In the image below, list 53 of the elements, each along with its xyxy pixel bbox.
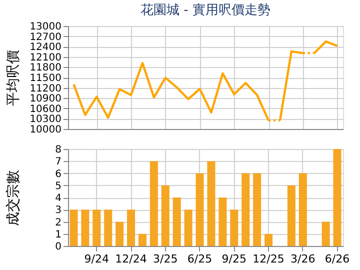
bar xyxy=(218,198,227,246)
y-tick-label: 10600 xyxy=(30,104,62,115)
y-tick-label: 12100 xyxy=(30,52,62,64)
bar xyxy=(150,161,158,246)
bar xyxy=(172,198,181,246)
bar xyxy=(207,161,216,246)
x-tick-label: 6/25 xyxy=(187,252,212,266)
bar xyxy=(242,173,250,246)
x-tick-label: 3/25 xyxy=(153,252,178,266)
y-tick-label: 11200 xyxy=(30,83,62,94)
y-tick-label: 6 xyxy=(55,168,62,180)
y-tick-label: 10900 xyxy=(30,94,62,105)
y-tick-label: 11800 xyxy=(30,62,62,74)
bar xyxy=(264,234,273,246)
x-tick-label: 12/24 xyxy=(115,252,147,266)
x-tick-label: 6/26 xyxy=(324,252,350,266)
x-tick-label: 9/25 xyxy=(222,252,246,266)
bar xyxy=(116,222,124,246)
bar xyxy=(92,210,101,246)
y-tick-label: 3 xyxy=(55,205,62,216)
y-tick-label: 7 xyxy=(55,156,62,168)
bar xyxy=(127,210,136,246)
x-tick-label: 9/24 xyxy=(84,252,109,266)
y-tick-label: 8 xyxy=(55,144,62,156)
bar xyxy=(230,210,238,246)
y-axis-title: 成交宗數 xyxy=(6,170,22,226)
y-tick-label: 12700 xyxy=(30,32,62,43)
bar xyxy=(322,222,330,246)
y-tick-label: 2 xyxy=(55,217,62,228)
bar xyxy=(138,234,146,246)
bar xyxy=(196,173,204,246)
y-tick-label: 1 xyxy=(55,229,62,240)
y-axis-title: 平均呎價 xyxy=(6,50,22,106)
bar xyxy=(184,210,192,246)
bar xyxy=(298,173,307,246)
bar xyxy=(81,210,90,246)
y-tick-label: 4 xyxy=(55,193,62,204)
bar xyxy=(161,185,170,246)
bar xyxy=(287,185,296,246)
bar xyxy=(104,210,112,246)
bar xyxy=(70,210,78,246)
y-tick-label: 5 xyxy=(55,180,62,192)
x-tick-label: 3/26 xyxy=(290,252,316,266)
y-tick-label: 10000 xyxy=(30,124,62,136)
y-tick-label: 10300 xyxy=(30,114,62,126)
y-tick-label: 13000 xyxy=(30,22,62,32)
bar xyxy=(253,173,262,246)
chart-title: 花園城 - 實用呎價走勢 xyxy=(140,3,270,18)
bar xyxy=(333,149,342,246)
x-tick-label: 12/25 xyxy=(252,252,284,266)
y-tick-label: 12400 xyxy=(30,42,62,54)
y-tick-label: 0 xyxy=(55,242,62,252)
y-tick-label: 11500 xyxy=(30,73,62,84)
